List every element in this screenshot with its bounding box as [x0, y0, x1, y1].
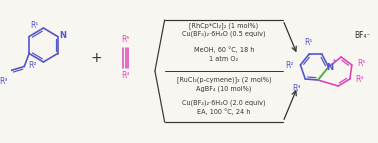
Text: MeOH, 60 °C, 18 h: MeOH, 60 °C, 18 h: [194, 47, 254, 53]
Text: 1 atm O₂: 1 atm O₂: [209, 56, 239, 62]
Text: R²: R²: [285, 60, 294, 69]
Text: [RhCp*Cl₂]₂ (1 mol%): [RhCp*Cl₂]₂ (1 mol%): [189, 23, 258, 29]
Text: R⁴: R⁴: [356, 75, 364, 84]
Text: +: +: [91, 51, 102, 65]
Text: R²: R²: [28, 61, 37, 70]
Text: Cu(BF₄)₂·6H₂O (0.5 equiv): Cu(BF₄)₂·6H₂O (0.5 equiv): [182, 31, 265, 37]
Text: Cu(BF₄)₂·6H₂O (2.0 equiv): Cu(BF₄)₂·6H₂O (2.0 equiv): [182, 100, 265, 106]
Text: [RuCl₂(p-cymene)]₂ (2 mol%): [RuCl₂(p-cymene)]₂ (2 mol%): [177, 77, 271, 83]
Text: R¹: R¹: [304, 38, 312, 47]
Text: AgBF₄ (10 mol%): AgBF₄ (10 mol%): [196, 86, 251, 92]
Text: EA, 100 °C, 24 h: EA, 100 °C, 24 h: [197, 109, 251, 115]
Text: BF₄⁻: BF₄⁻: [354, 30, 371, 39]
Text: R⁵: R⁵: [358, 58, 366, 67]
Text: R³: R³: [292, 84, 301, 93]
Text: R¹: R¹: [30, 21, 39, 30]
Text: N: N: [326, 62, 333, 72]
Text: N: N: [60, 31, 67, 40]
Text: R⁵: R⁵: [122, 35, 130, 44]
Text: R³: R³: [0, 78, 8, 87]
Text: R⁴: R⁴: [122, 72, 130, 81]
Text: +: +: [332, 58, 337, 63]
